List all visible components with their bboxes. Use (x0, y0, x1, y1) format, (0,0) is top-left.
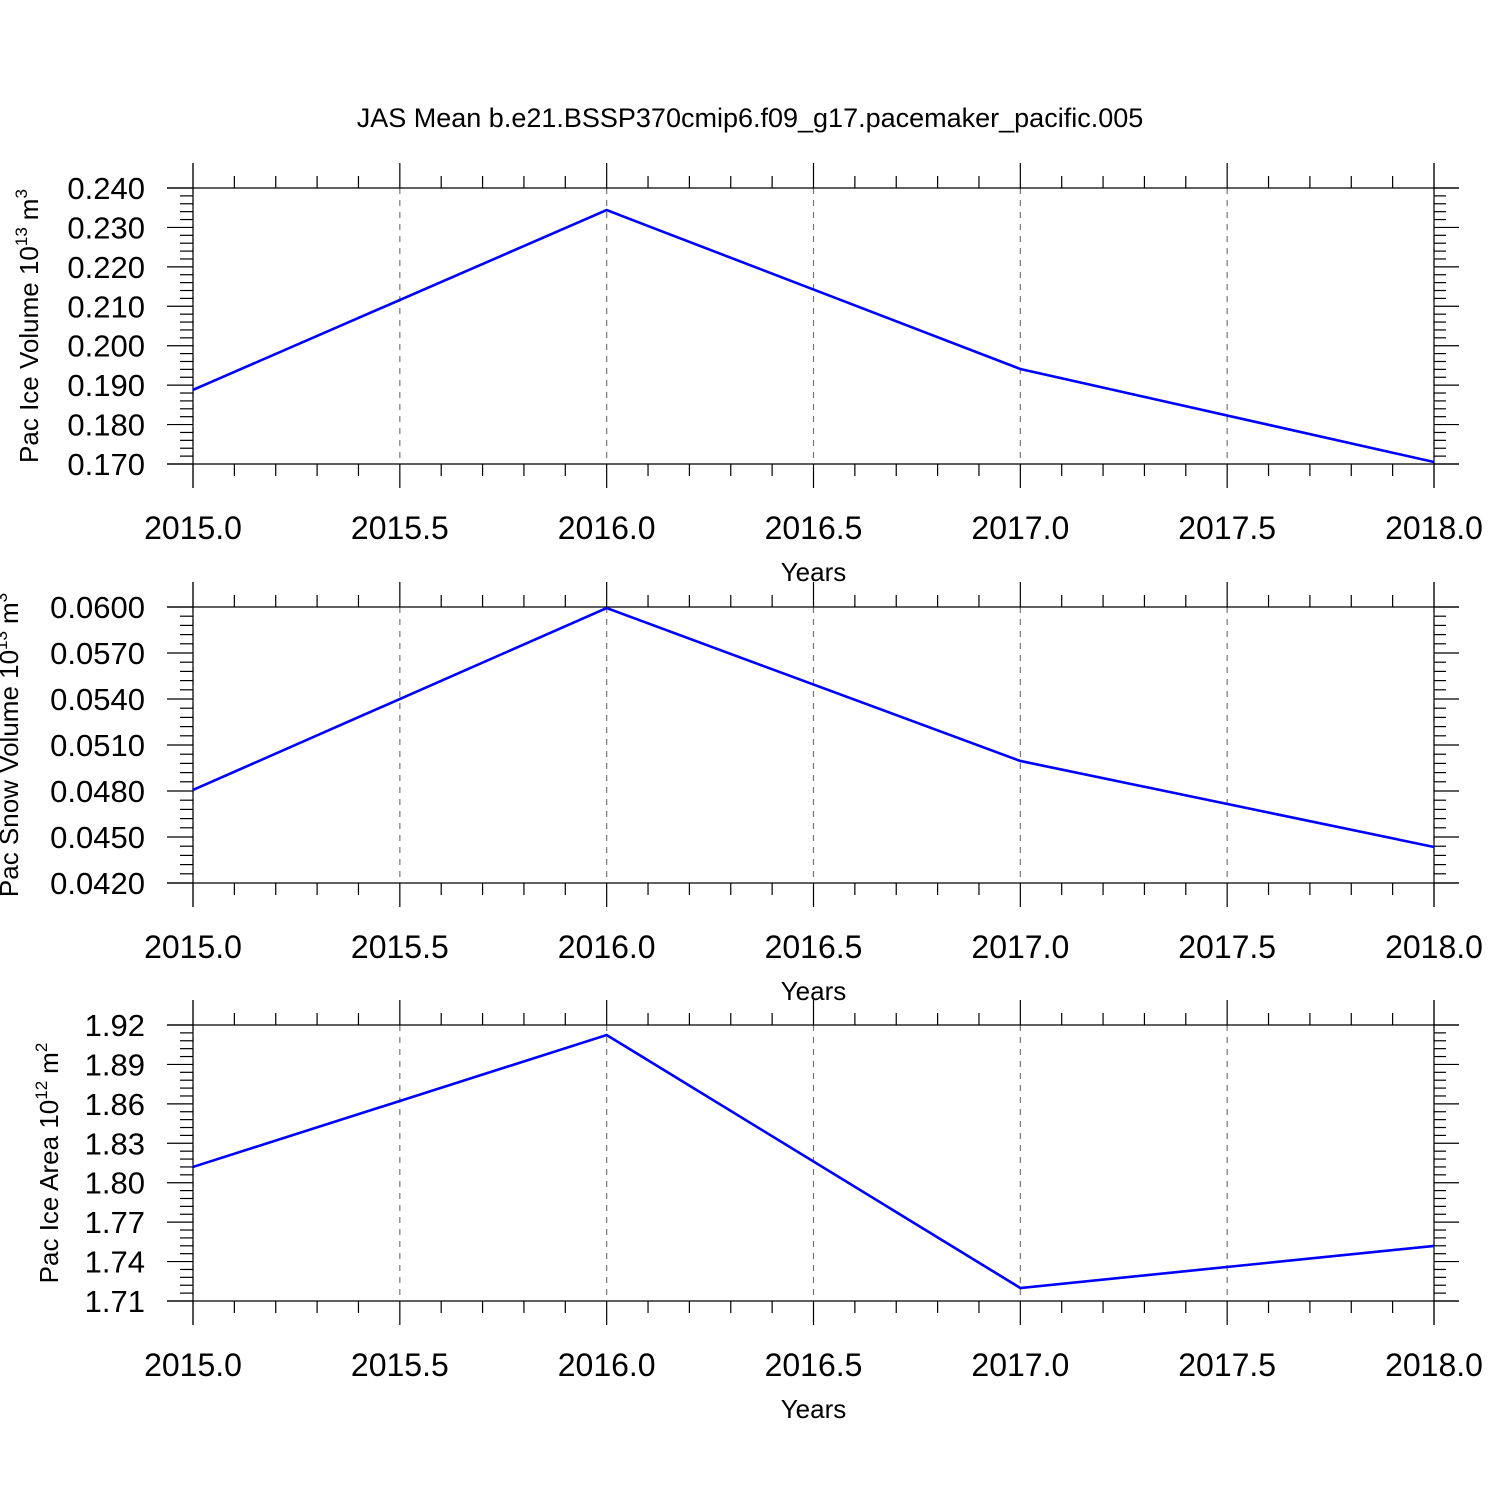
x-tick-label: 2017.5 (1178, 929, 1276, 965)
x-tick-label: 2016.0 (558, 1347, 656, 1383)
x-tick-label: 2018.0 (1385, 929, 1483, 965)
x-tick-label: 2015.0 (144, 929, 242, 965)
series-line (192, 606, 1435, 849)
x-tick-label: 2017.5 (1178, 1347, 1276, 1383)
y-tick-label: 1.86 (85, 1087, 145, 1122)
y-axis-label-text: Pac Snow Volume 10 (0, 650, 24, 897)
y-axis-label: Pac Ice Area 1012 m2 (32, 1043, 64, 1284)
panel: 2015.0 2015.5 2016.0 2016.5 2017.0 2017.5 2018… (0, 582, 1483, 1006)
y-axis-label-exp: 12 (32, 1081, 51, 1100)
x-tick-label: 2017.0 (971, 510, 1069, 546)
x-tick-label: 2015.0 (144, 1347, 242, 1383)
y-axis-label-unit: m (14, 199, 44, 221)
y-axis-label-exp: 13 (0, 631, 11, 650)
x-tick-label: 2016.5 (765, 1347, 863, 1383)
y-axis-label-text: Pac Ice Volume 10 (14, 246, 44, 463)
x-tick-label: 2015.5 (351, 929, 449, 965)
y-tick-label: 0.0540 (50, 682, 145, 717)
y-axis-label-text: Pac Ice Area 10 (34, 1100, 64, 1284)
y-tick-label: 0.0510 (50, 728, 145, 763)
y-tick-label: 0.190 (67, 368, 145, 403)
series-line (192, 1033, 1435, 1290)
y-axis-label-unit: m (0, 602, 24, 624)
y-axis-label-unit: m (34, 1052, 64, 1074)
x-tick-label: 2016.5 (765, 510, 863, 546)
x-tick-label: 2016.0 (558, 929, 656, 965)
x-tick-label: 2015.5 (351, 1347, 449, 1383)
y-axis-label: Pac Snow Volume 1013 m3 (0, 593, 24, 897)
y-tick-label: 0.0480 (50, 774, 145, 809)
x-tick-label: 2016.5 (765, 929, 863, 965)
y-tick-label: 1.77 (85, 1205, 145, 1240)
y-tick-label: 0.0600 (50, 590, 145, 625)
y-tick-label: 1.89 (85, 1047, 145, 1082)
y-axis-label: Pac Ice Volume 1013 m3 (12, 189, 44, 463)
panel: 2015.0 2015.5 2016.0 2016.5 2017.0 2017.5 2018… (32, 1000, 1483, 1424)
y-tick-label: 1.83 (85, 1126, 145, 1161)
y-tick-label: 1.74 (85, 1245, 145, 1280)
x-tick-label: 2015.0 (144, 510, 242, 546)
y-tick-label: 0.200 (67, 329, 145, 364)
figure-title: JAS Mean b.e21.BSSP370cmip6.f09_g17.pace… (357, 103, 1144, 133)
y-tick-label: 0.0570 (50, 636, 145, 671)
y-tick-label: 0.220 (67, 250, 145, 285)
y-tick-label: 0.180 (67, 408, 145, 443)
x-tick-label: 2015.5 (351, 510, 449, 546)
x-tick-label: 2018.0 (1385, 510, 1483, 546)
y-tick-label: 0.0420 (50, 866, 145, 901)
y-axis-label-unit-exp: 3 (12, 189, 31, 198)
y-axis-label-unit-exp: 3 (0, 593, 11, 602)
y-tick-label: 0.170 (67, 447, 145, 482)
y-tick-label: 1.71 (85, 1284, 145, 1319)
x-tick-label: 2018.0 (1385, 1347, 1483, 1383)
x-axis-label: Years (781, 1394, 847, 1424)
y-tick-label: 0.240 (67, 171, 145, 206)
panel: 2015.0 2015.5 2016.0 2016.5 2017.0 2017.5 2018… (12, 163, 1483, 587)
x-tick-label: 2017.0 (971, 929, 1069, 965)
x-tick-label: 2017.0 (971, 1347, 1069, 1383)
y-tick-label: 0.0450 (50, 820, 145, 855)
x-tick-label: 2017.5 (1178, 510, 1276, 546)
y-tick-label: 0.210 (67, 289, 145, 324)
y-tick-label: 1.80 (85, 1166, 145, 1201)
y-axis-label-exp: 13 (12, 227, 31, 246)
y-axis-label-unit-exp: 2 (32, 1043, 51, 1052)
y-tick-label: 0.230 (67, 210, 145, 245)
x-tick-label: 2016.0 (558, 510, 656, 546)
y-tick-label: 1.92 (85, 1008, 145, 1043)
series-line (192, 208, 1435, 464)
